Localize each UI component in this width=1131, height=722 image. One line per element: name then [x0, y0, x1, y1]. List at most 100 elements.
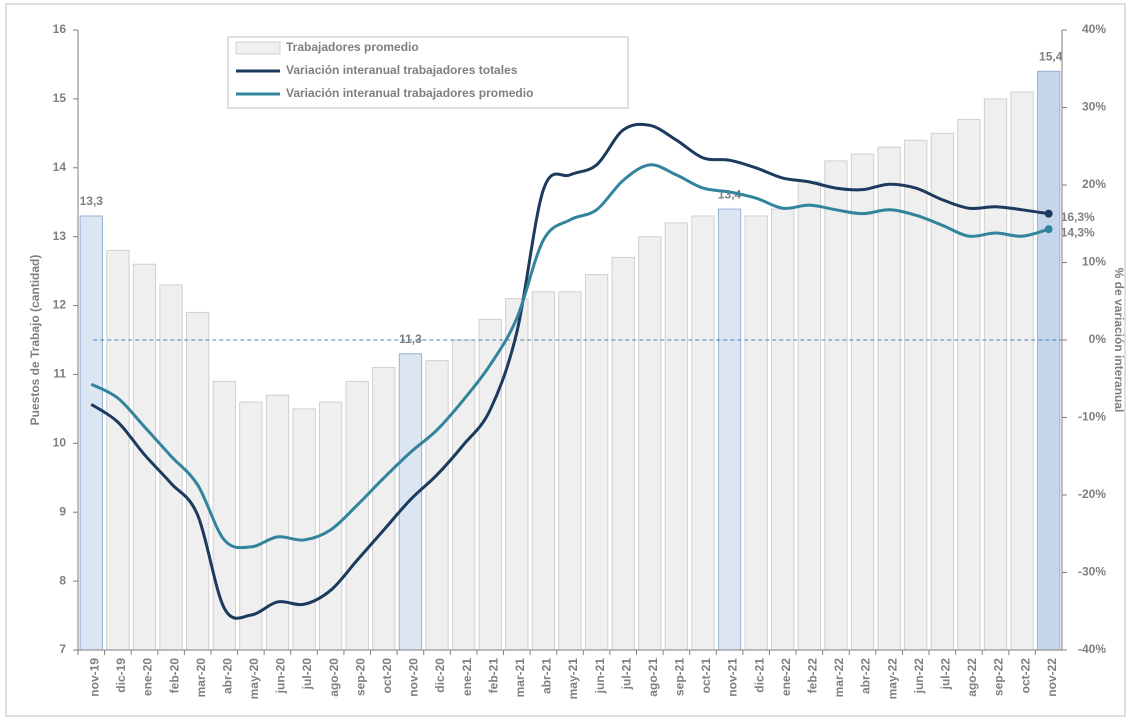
y-tick-label: 9: [59, 504, 66, 518]
bar: [398, 353, 423, 651]
legend-label: Variación interanual trabajadores promed…: [286, 86, 533, 100]
bar: [531, 291, 556, 651]
y2-tick-label: 30%: [1082, 100, 1106, 114]
bar: [79, 215, 103, 651]
x-tick-label: mar-22: [832, 658, 846, 698]
y-tick-label: 13: [53, 229, 67, 243]
bar: [638, 236, 662, 651]
y2-axis-label: % de variación interanual: [1112, 268, 1126, 413]
x-tick-label: nov-21: [726, 658, 740, 697]
x-tick-label: jun-22: [912, 658, 926, 695]
line-end-marker: [1044, 225, 1053, 234]
bar: [771, 208, 795, 651]
bar: [717, 208, 742, 651]
y2-tick-label: 10%: [1082, 255, 1106, 269]
y2-tick-label: -10%: [1078, 410, 1106, 424]
bar: [1037, 70, 1061, 651]
x-tick-label: mar-20: [194, 658, 208, 698]
y2-tick-label: 0%: [1089, 332, 1107, 346]
y-tick-label: 14: [53, 160, 67, 174]
bar: [372, 367, 396, 651]
x-tick-label: feb-22: [806, 658, 820, 694]
x-tick-label: jun-21: [593, 658, 607, 695]
bar: [186, 311, 210, 651]
y-tick-label: 8: [59, 573, 66, 587]
bar: [1010, 91, 1034, 651]
bar-value-label: 11,3: [399, 332, 422, 346]
bar: [318, 401, 343, 651]
bar: [824, 160, 848, 651]
legend-box: [227, 36, 629, 109]
line: [90, 122, 1049, 620]
bar: [850, 153, 875, 651]
x-tick-label: abr-22: [859, 658, 873, 694]
y-axis-label: Puestos de Trabajo (cantidad): [28, 255, 42, 426]
y-tick-label: 11: [53, 367, 66, 381]
bar: [505, 298, 529, 651]
y2-tick-label: -30%: [1078, 565, 1106, 579]
x-tick-label: ene-20: [141, 658, 155, 696]
x-tick-label: abr-21: [540, 658, 554, 694]
bar: [744, 215, 768, 651]
x-tick-label: dic-19: [114, 658, 128, 693]
y-tick-label: 12: [53, 298, 67, 312]
bar: [425, 360, 449, 651]
x-tick-label: sep-21: [673, 658, 687, 696]
bar: [451, 339, 476, 651]
x-tick-label: feb-21: [486, 658, 500, 694]
bar: [132, 263, 157, 651]
y-tick-label: 15: [53, 91, 67, 105]
y2-tick-label: 40%: [1082, 22, 1106, 36]
line-value-label: 16,3%: [1061, 210, 1095, 224]
bar-value-label: 15,4: [1039, 50, 1063, 64]
x-tick-label: mar-21: [513, 658, 527, 698]
bar: [345, 380, 369, 651]
x-tick-label: oct-22: [1018, 658, 1032, 694]
x-tick-label: dic-20: [433, 658, 447, 693]
legend-swatch: [235, 41, 281, 55]
x-tick-label: ene-21: [460, 658, 474, 696]
x-tick-label: jul-21: [619, 658, 633, 691]
bar: [691, 215, 715, 651]
bar: [930, 132, 954, 651]
x-tick-label: oct-21: [699, 658, 713, 694]
x-tick-label: may-21: [566, 658, 580, 700]
bar: [106, 249, 130, 651]
x-tick-label: jul-22: [938, 658, 952, 691]
legend-label: Variación interanual trabajadores totale…: [286, 63, 518, 77]
bar: [611, 256, 635, 651]
bar: [265, 394, 290, 651]
bar: [558, 291, 582, 651]
y2-tick-label: 20%: [1082, 177, 1106, 191]
bar: [957, 119, 981, 651]
x-tick-label: ago-20: [327, 658, 341, 697]
x-tick-label: ago-22: [965, 658, 979, 697]
chart-frame: [5, 3, 1126, 717]
x-tick-label: nov-22: [1045, 658, 1059, 697]
bar-value-label: 13,3: [80, 194, 104, 208]
y-tick-label: 7: [59, 642, 66, 656]
bar: [797, 181, 822, 651]
bar: [584, 274, 609, 651]
x-tick-label: nov-19: [87, 658, 101, 697]
x-tick-label: nov-20: [407, 658, 421, 697]
x-tick-label: abr-20: [220, 658, 234, 694]
x-tick-label: sep-22: [992, 658, 1006, 696]
y-tick-label: 16: [53, 22, 67, 36]
y-tick-label: 10: [53, 436, 67, 450]
line-end-marker: [1044, 209, 1053, 218]
x-tick-label: dic-21: [752, 658, 766, 693]
x-tick-label: ene-22: [779, 658, 793, 696]
x-tick-label: may-22: [885, 658, 899, 700]
legend-label: Trabajadores promedio: [286, 40, 419, 54]
line: [90, 163, 1050, 550]
bar: [478, 318, 502, 651]
x-tick-label: jun-20: [274, 658, 288, 695]
bar: [292, 408, 316, 651]
line-value-label: 14,3%: [1061, 225, 1095, 239]
y2-tick-label: -40%: [1078, 642, 1106, 656]
bar: [664, 222, 689, 651]
x-tick-label: jul-20: [300, 658, 314, 691]
